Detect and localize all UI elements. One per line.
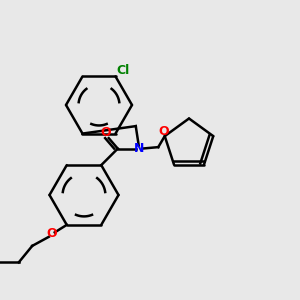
Text: O: O <box>100 126 111 139</box>
Text: O: O <box>158 125 169 138</box>
Text: O: O <box>46 227 57 240</box>
Text: N: N <box>134 142 144 155</box>
Text: Cl: Cl <box>116 64 130 77</box>
